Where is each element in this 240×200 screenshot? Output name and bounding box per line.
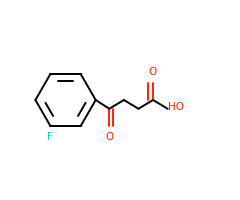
Text: HO: HO	[168, 102, 184, 112]
Text: O: O	[105, 132, 114, 142]
Text: O: O	[148, 67, 156, 77]
Text: F: F	[47, 132, 52, 142]
